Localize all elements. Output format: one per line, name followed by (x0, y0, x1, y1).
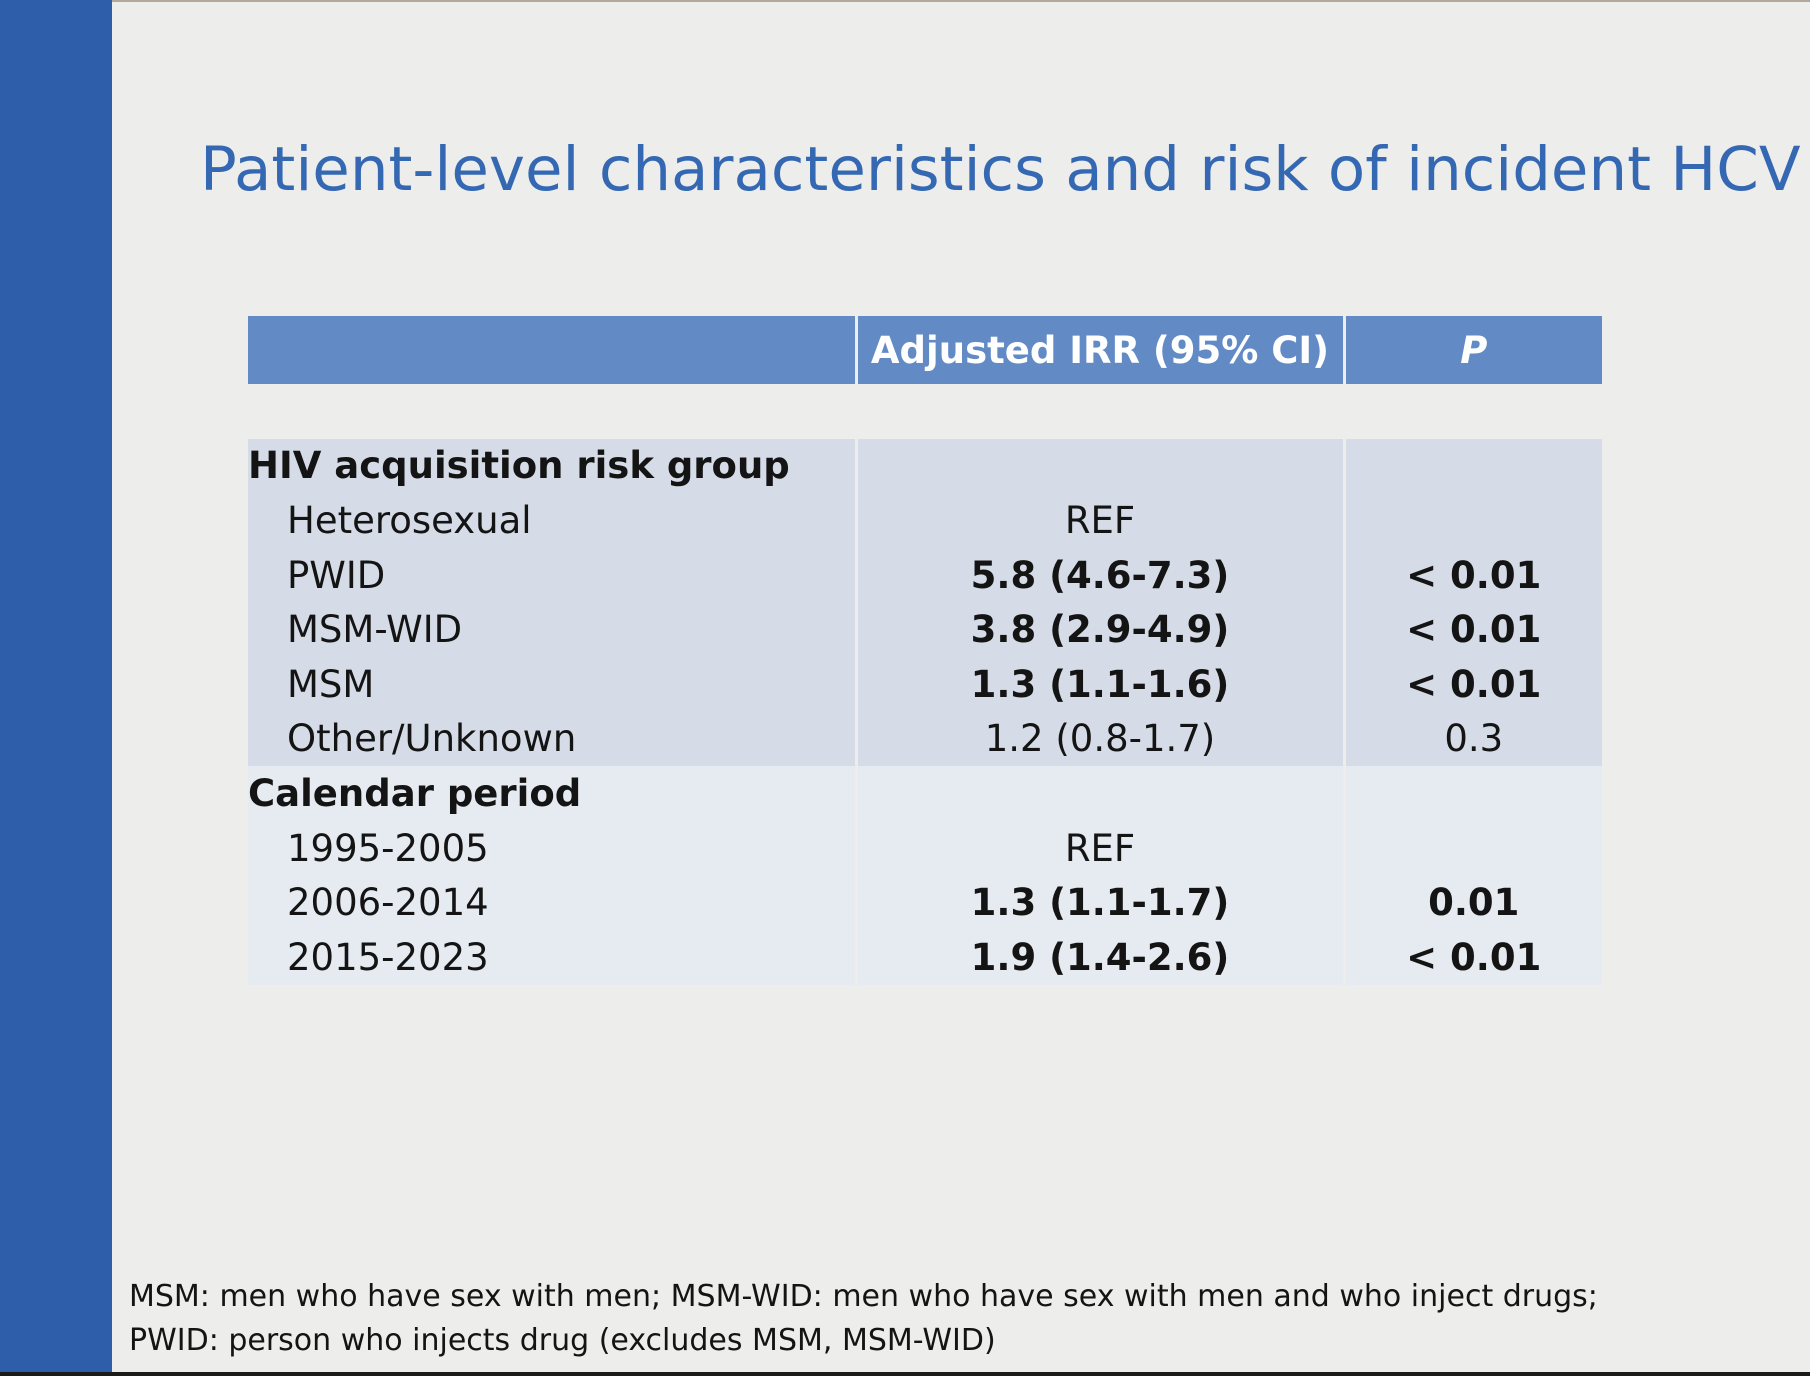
row-label: Heterosexual (248, 493, 858, 548)
row-label: PWID (248, 547, 858, 603)
group-heading-row: HIV acquisition risk group (248, 438, 1602, 494)
table-row: 2015-2023 1.9 (1.4-2.6) < 0.01 (248, 929, 1602, 985)
row-p (1344, 493, 1602, 548)
results-table: Adjusted IRR (95% CI) P HIV acquisition … (248, 316, 1602, 985)
row-p (1344, 820, 1602, 876)
footnote-line-1: MSM: men who have sex with men; MSM-WID:… (129, 1279, 1598, 1314)
header-characteristic (248, 316, 858, 384)
table-row: Other/Unknown 1.2 (0.8-1.7) 0.3 (248, 711, 1602, 767)
slide-bottom-border (0, 1372, 1810, 1376)
header-p-value: P (1344, 316, 1602, 384)
row-label: 2015-2023 (248, 929, 858, 985)
slide-top-border (112, 0, 1810, 2)
group-heading-calendar-period: Calendar period (248, 766, 858, 821)
row-p: 0.3 (1344, 711, 1602, 767)
slide-title: Patient-level characteristics and risk o… (200, 134, 1801, 205)
row-irr: 1.3 (1.1-1.7) (856, 875, 1346, 930)
table-row: PWID 5.8 (4.6-7.3) < 0.01 (248, 547, 1602, 603)
header-adjusted-irr: Adjusted IRR (95% CI) (856, 316, 1346, 384)
row-label: Other/Unknown (248, 711, 858, 767)
row-p: < 0.01 (1344, 602, 1602, 657)
row-irr: 3.8 (2.9-4.9) (856, 602, 1346, 657)
table-row: MSM 1.3 (1.1-1.6) < 0.01 (248, 656, 1602, 712)
table-row: 2006-2014 1.3 (1.1-1.7) 0.01 (248, 875, 1602, 930)
group-heading-hiv-risk: HIV acquisition risk group (248, 438, 858, 494)
footnote-line-2: PWID: person who injects drug (excludes … (129, 1323, 996, 1358)
row-irr: 5.8 (4.6-7.3) (856, 547, 1346, 603)
row-irr: REF (856, 493, 1346, 548)
row-p: < 0.01 (1344, 929, 1602, 985)
table-header-row: Adjusted IRR (95% CI) P (248, 316, 1602, 384)
row-p: < 0.01 (1344, 656, 1602, 712)
row-label: 1995-2005 (248, 820, 858, 876)
table-row: MSM-WID 3.8 (2.9-4.9) < 0.01 (248, 602, 1602, 657)
row-irr: 1.9 (1.4-2.6) (856, 929, 1346, 985)
row-label: MSM-WID (248, 602, 858, 657)
row-irr: REF (856, 820, 1346, 876)
table-row: Heterosexual REF (248, 493, 1602, 548)
row-irr: 1.3 (1.1-1.6) (856, 656, 1346, 712)
row-p: < 0.01 (1344, 547, 1602, 603)
row-p: 0.01 (1344, 875, 1602, 930)
row-label: MSM (248, 656, 858, 712)
table-row: 1995-2005 REF (248, 820, 1602, 876)
row-label: 2006-2014 (248, 875, 858, 930)
slide-left-accent-bar (0, 0, 112, 1372)
footnote: MSM: men who have sex with men; MSM-WID:… (129, 1275, 1598, 1363)
row-irr: 1.2 (0.8-1.7) (856, 711, 1346, 767)
group-heading-row: Calendar period (248, 766, 1602, 821)
table-spacer (248, 384, 1602, 439)
